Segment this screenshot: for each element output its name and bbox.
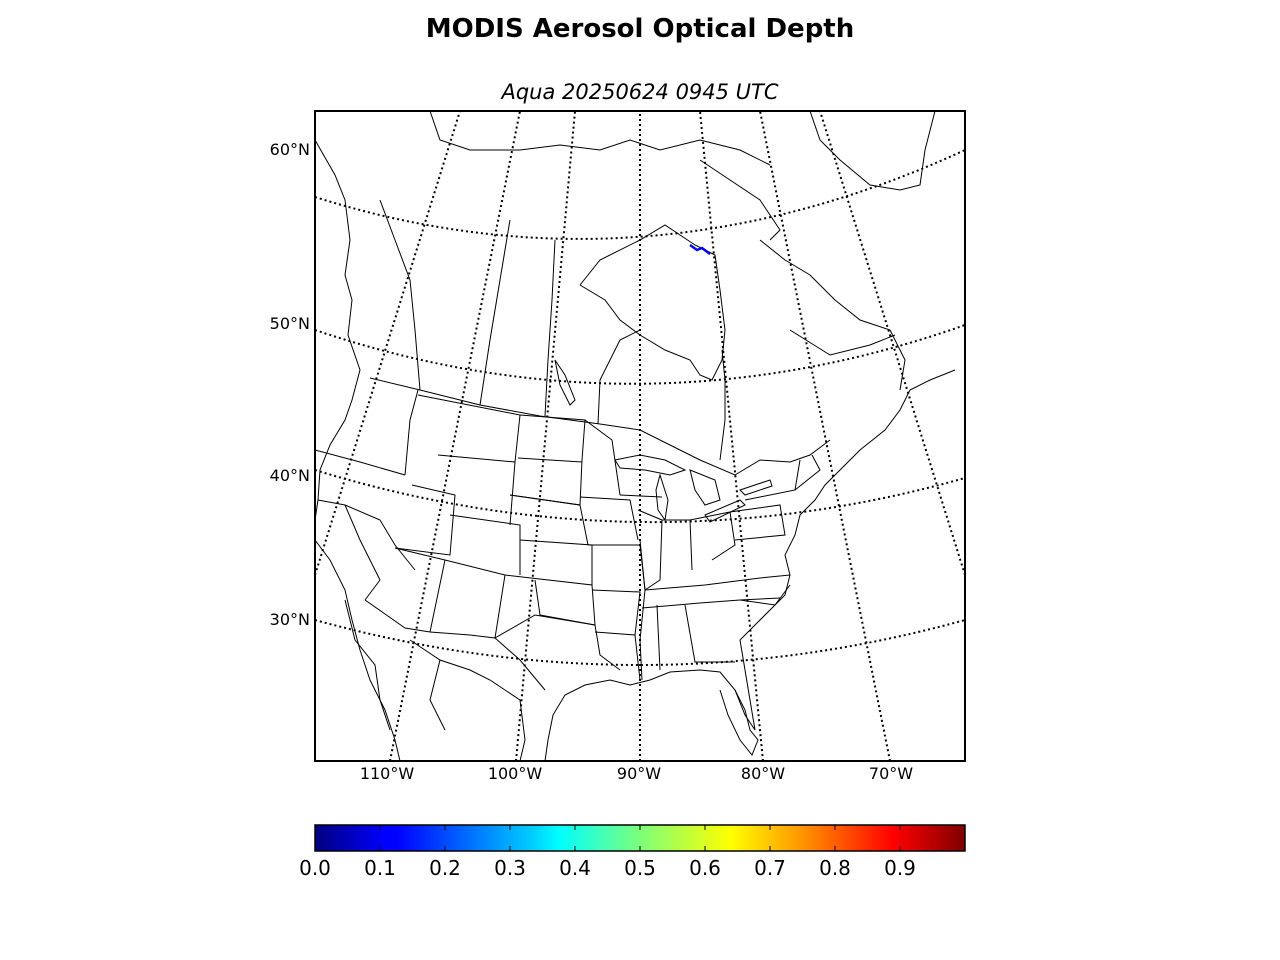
lat-label-40n: 40°N [269,466,310,485]
pennsylvania [729,504,786,541]
parallel-50n [315,324,965,385]
meridian-110w [389,111,521,761]
coastlines [315,111,956,761]
arctic-coast-north [429,111,771,166]
ohio [689,511,736,561]
parallel-40n [315,469,965,524]
lake-superior [614,454,687,476]
lon-label-110w: 110°W [359,764,415,783]
colorbar-tick-label: 0.0 [299,856,331,880]
mexico-west [344,599,391,731]
arkansas [591,589,641,636]
lon-label-100w: 100°W [487,764,543,783]
tn-south [641,597,781,609]
graticule-meridians [315,111,965,761]
lake-ontario [739,479,773,496]
colorbar-tick-label: 0.1 [364,856,396,880]
political-boundaries [315,199,896,761]
lake-erie [704,499,746,523]
baja-coast [315,539,401,761]
figure-title: MODIS Aerosol Optical Depth [425,14,855,44]
lake-huron [689,469,721,506]
map-frame [314,110,966,762]
alabama [656,604,661,671]
meridian-70w [759,111,891,761]
colorbar-tick-label: 0.2 [429,856,461,880]
wa-or [315,449,406,476]
minnesota [584,419,621,496]
ontario-quebec [719,349,726,461]
parallel-60n [315,149,965,240]
west-coast [315,139,361,521]
mexico-interior [429,659,446,731]
colorbar-tick-label: 0.4 [559,856,591,880]
mississippi-river [639,539,646,681]
figure-subtitle: Aqua 20250624 0945 UTC [501,80,779,104]
kentucky-tn [644,574,791,591]
colorbar-tick-label: 0.9 [884,856,916,880]
ca-nv [344,504,381,601]
lon-label-90w: 90°W [616,764,662,783]
florida [719,689,759,756]
labrador-coast [759,239,906,391]
louisiana [594,631,641,681]
nevada-east [379,519,416,571]
carolinas [739,584,791,606]
colorado [449,514,521,575]
quebec-labrador [789,329,896,356]
aod-retrieval-mark [689,243,711,255]
idaho-east [404,389,419,476]
georgia [684,604,735,663]
nd-sd [517,457,583,463]
lat-label-30n: 30°N [269,610,310,629]
bc-alberta [379,199,421,391]
wisconsin [619,494,663,498]
meridian-60w [819,111,965,576]
hudson-bay [579,224,726,381]
lake-winnipeg [554,359,576,406]
lon-label-70w: 70°W [868,764,914,783]
greenland [809,111,936,191]
alberta-sask [479,219,511,406]
nebraska [509,494,589,546]
colorbar-ticks [379,825,901,851]
utah [394,484,456,556]
aod-observation [689,243,711,255]
lat-label-50n: 50°N [269,314,310,333]
us-mexico-border [364,599,546,691]
colorbar-tick-label: 0.5 [624,856,656,880]
texas [494,614,621,671]
lat-label-60n: 60°N [269,140,310,159]
colorbar-tick-label: 0.7 [754,856,786,880]
graticule-parallels [315,149,965,666]
meridian-100w [515,111,576,761]
illinois [637,509,663,591]
lake-michigan [655,473,669,522]
meridian-120w [315,111,461,576]
colorbar-tick-label: 0.8 [819,856,851,880]
iowa [579,496,639,541]
colorbar-tick-label: 0.3 [494,856,526,880]
lon-label-80w: 80°W [740,764,786,783]
new-england [794,454,821,491]
manitoba-ontario [597,329,641,425]
baffin [699,159,781,241]
meridian-80w [699,111,764,761]
sask-manitoba [544,239,556,417]
colorbar-tick-label: 0.6 [689,856,721,880]
gulf-coast [544,669,756,761]
